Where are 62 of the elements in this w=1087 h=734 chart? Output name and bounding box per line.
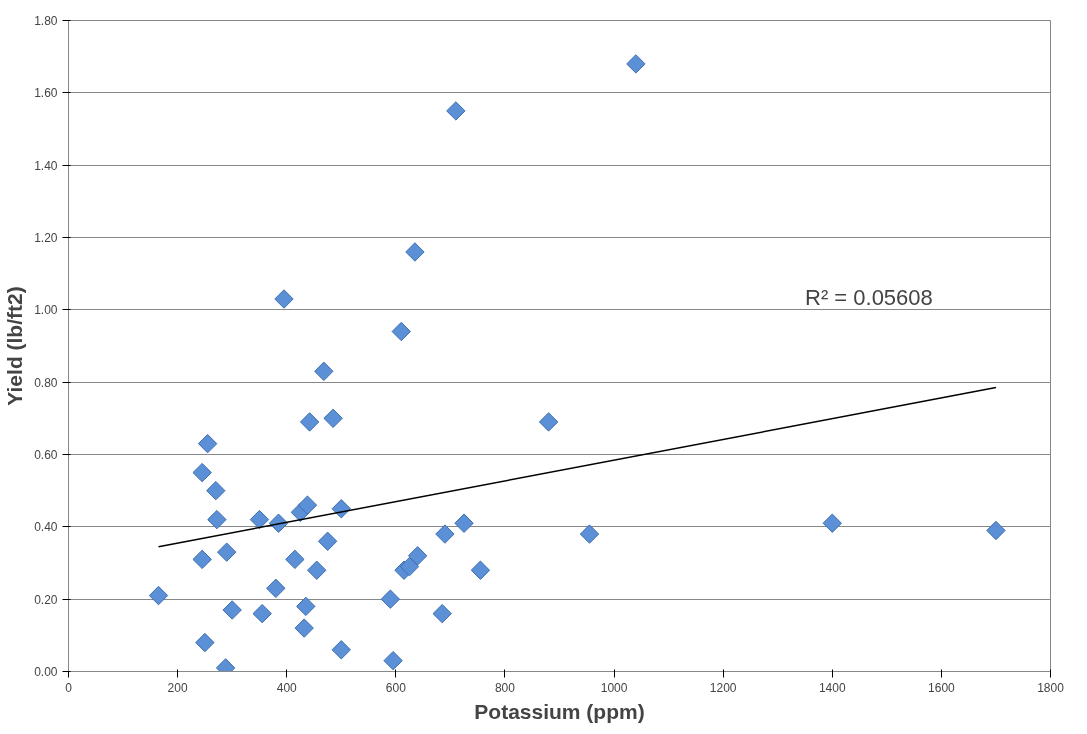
x-tick-label: 1600 [928,680,956,695]
y-tick-label: 1.60 [34,86,58,101]
point [266,578,286,599]
point [294,618,314,638]
y-tick-label: 1.40 [34,158,58,173]
x-tick-label: 200 [167,680,188,695]
point [391,321,411,342]
x-tick-label: 1000 [600,680,628,695]
point [538,412,559,432]
point [195,632,215,653]
point [217,542,237,562]
point [207,509,227,530]
x-axis-title: Potassium (ppm) [474,699,645,723]
point [314,361,334,382]
point [296,596,316,617]
annotation: R² = 0.05608 [805,284,933,310]
point [407,546,428,566]
y-tick-label: 0.20 [34,592,58,607]
point [285,549,305,570]
point [307,560,327,580]
point [148,585,169,606]
point [249,509,270,530]
x-tick-label: 1400 [818,680,846,695]
point [380,589,401,609]
point [317,531,338,551]
point [323,408,343,429]
point [579,524,600,544]
y-tick-label: 0.60 [34,448,58,462]
point [399,556,420,577]
point [454,513,474,533]
point [470,560,491,580]
point [197,433,218,454]
y-tick-label: 0.80 [34,375,58,390]
point [252,603,272,624]
x-tick-label: 600 [385,680,407,695]
y-tick-label: 1.00 [34,303,58,318]
point [383,650,403,671]
point [299,412,320,432]
point [626,54,646,74]
point [432,603,452,624]
point [192,549,212,570]
point [297,495,318,515]
point [331,640,351,660]
y-axis-title: Yield (lb/ft2) [3,286,27,406]
point [222,600,242,620]
x-tick-label: 800 [494,680,516,695]
y-tick-label: 1.20 [34,231,58,245]
y-tick-label: 0.00 [34,665,58,679]
point [274,289,294,309]
y-tick-label: 0.40 [34,520,58,535]
point [206,480,226,501]
point [986,520,1006,541]
point [435,524,455,544]
x-tick-label: 1200 [709,680,737,695]
point [822,513,842,533]
y-tick-label: 1.80 [34,14,58,28]
point [405,242,425,262]
x-tick-label: 400 [276,680,298,695]
point [446,101,466,121]
x-tick-label: 0 [65,680,73,695]
point [192,462,212,483]
x-tick-label: 1800 [1037,680,1065,695]
